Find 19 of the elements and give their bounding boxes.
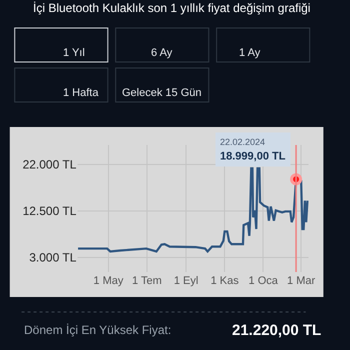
text: 1 Yıl xyxy=(63,47,85,59)
x-tick-label: 1 Eyl xyxy=(174,275,198,287)
annotation: 22.02.2024 18.999,00 TL xyxy=(220,137,286,162)
x-tick-label: 1 Kas xyxy=(210,275,240,287)
text: 1 Hafta xyxy=(63,87,100,99)
x-tick-label: 1 Mar xyxy=(287,275,316,287)
y-tick-label: 12.500 TL xyxy=(22,204,77,218)
text: 21.220,00 TL xyxy=(232,322,322,339)
line-series xyxy=(77,167,309,253)
text: Dönem İçi En Yüksek Fiyat: xyxy=(24,323,172,337)
text: 6 Ay xyxy=(151,47,173,59)
y-tick-label: 3.000 TL xyxy=(29,250,77,265)
x-tick-label: 1 Oca xyxy=(248,275,279,287)
y-tick-label: 22.000 TL xyxy=(22,158,77,172)
chart-title: İçi Bluetooth Kulaklık son 1 yıllık fiyat değişim grafiği xyxy=(33,1,310,15)
x-tick-label: 1 May xyxy=(93,275,124,287)
text: Gelecek 15 Gün xyxy=(122,87,202,99)
text: 1 Ay xyxy=(239,47,261,59)
x-tick-label: 1 Tem xyxy=(132,275,162,287)
